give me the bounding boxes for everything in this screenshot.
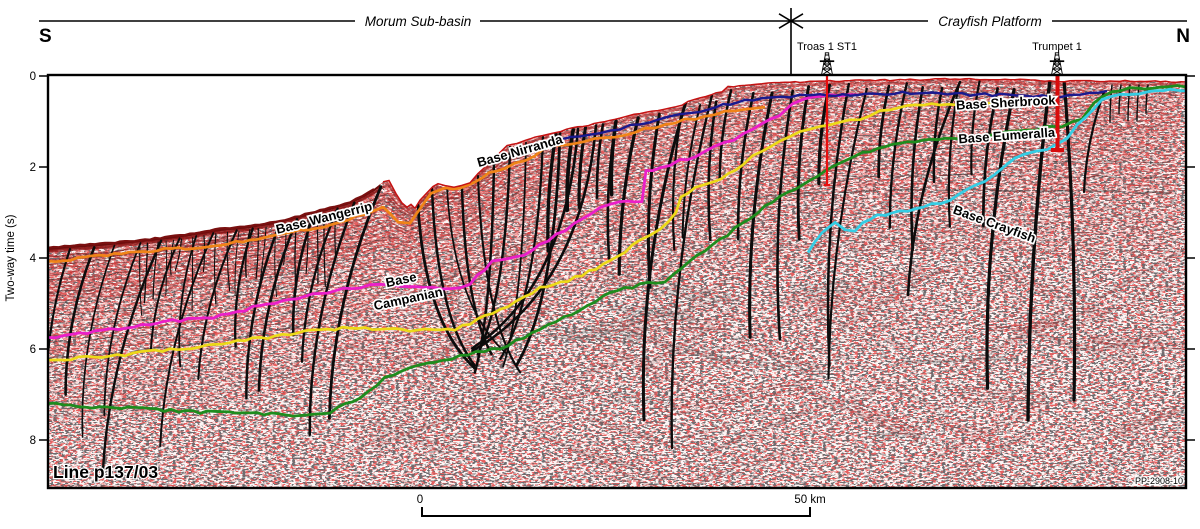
svg-text:Two-way time (s): Two-way time (s) (5, 214, 17, 301)
svg-text:PP-2908-10: PP-2908-10 (1135, 476, 1183, 486)
svg-text:S: S (39, 26, 52, 47)
svg-text:0: 0 (30, 71, 36, 83)
svg-text:Troas 1 ST1: Troas 1 ST1 (797, 41, 857, 53)
svg-text:N: N (1176, 26, 1190, 47)
svg-text:Crayfish Platform: Crayfish Platform (938, 14, 1042, 29)
svg-text:4: 4 (30, 253, 37, 265)
svg-text:2: 2 (30, 162, 36, 174)
svg-text:Trumpet 1: Trumpet 1 (1032, 41, 1082, 53)
svg-text:50 km: 50 km (794, 494, 825, 506)
svg-text:Line p137/03: Line p137/03 (53, 462, 158, 482)
svg-text:Morum Sub-basin: Morum Sub-basin (365, 14, 472, 29)
svg-text:0: 0 (417, 494, 423, 506)
svg-text:8: 8 (30, 435, 36, 447)
svg-text:6: 6 (30, 344, 36, 356)
svg-text:Base Sherbrook: Base Sherbrook (956, 92, 1057, 112)
